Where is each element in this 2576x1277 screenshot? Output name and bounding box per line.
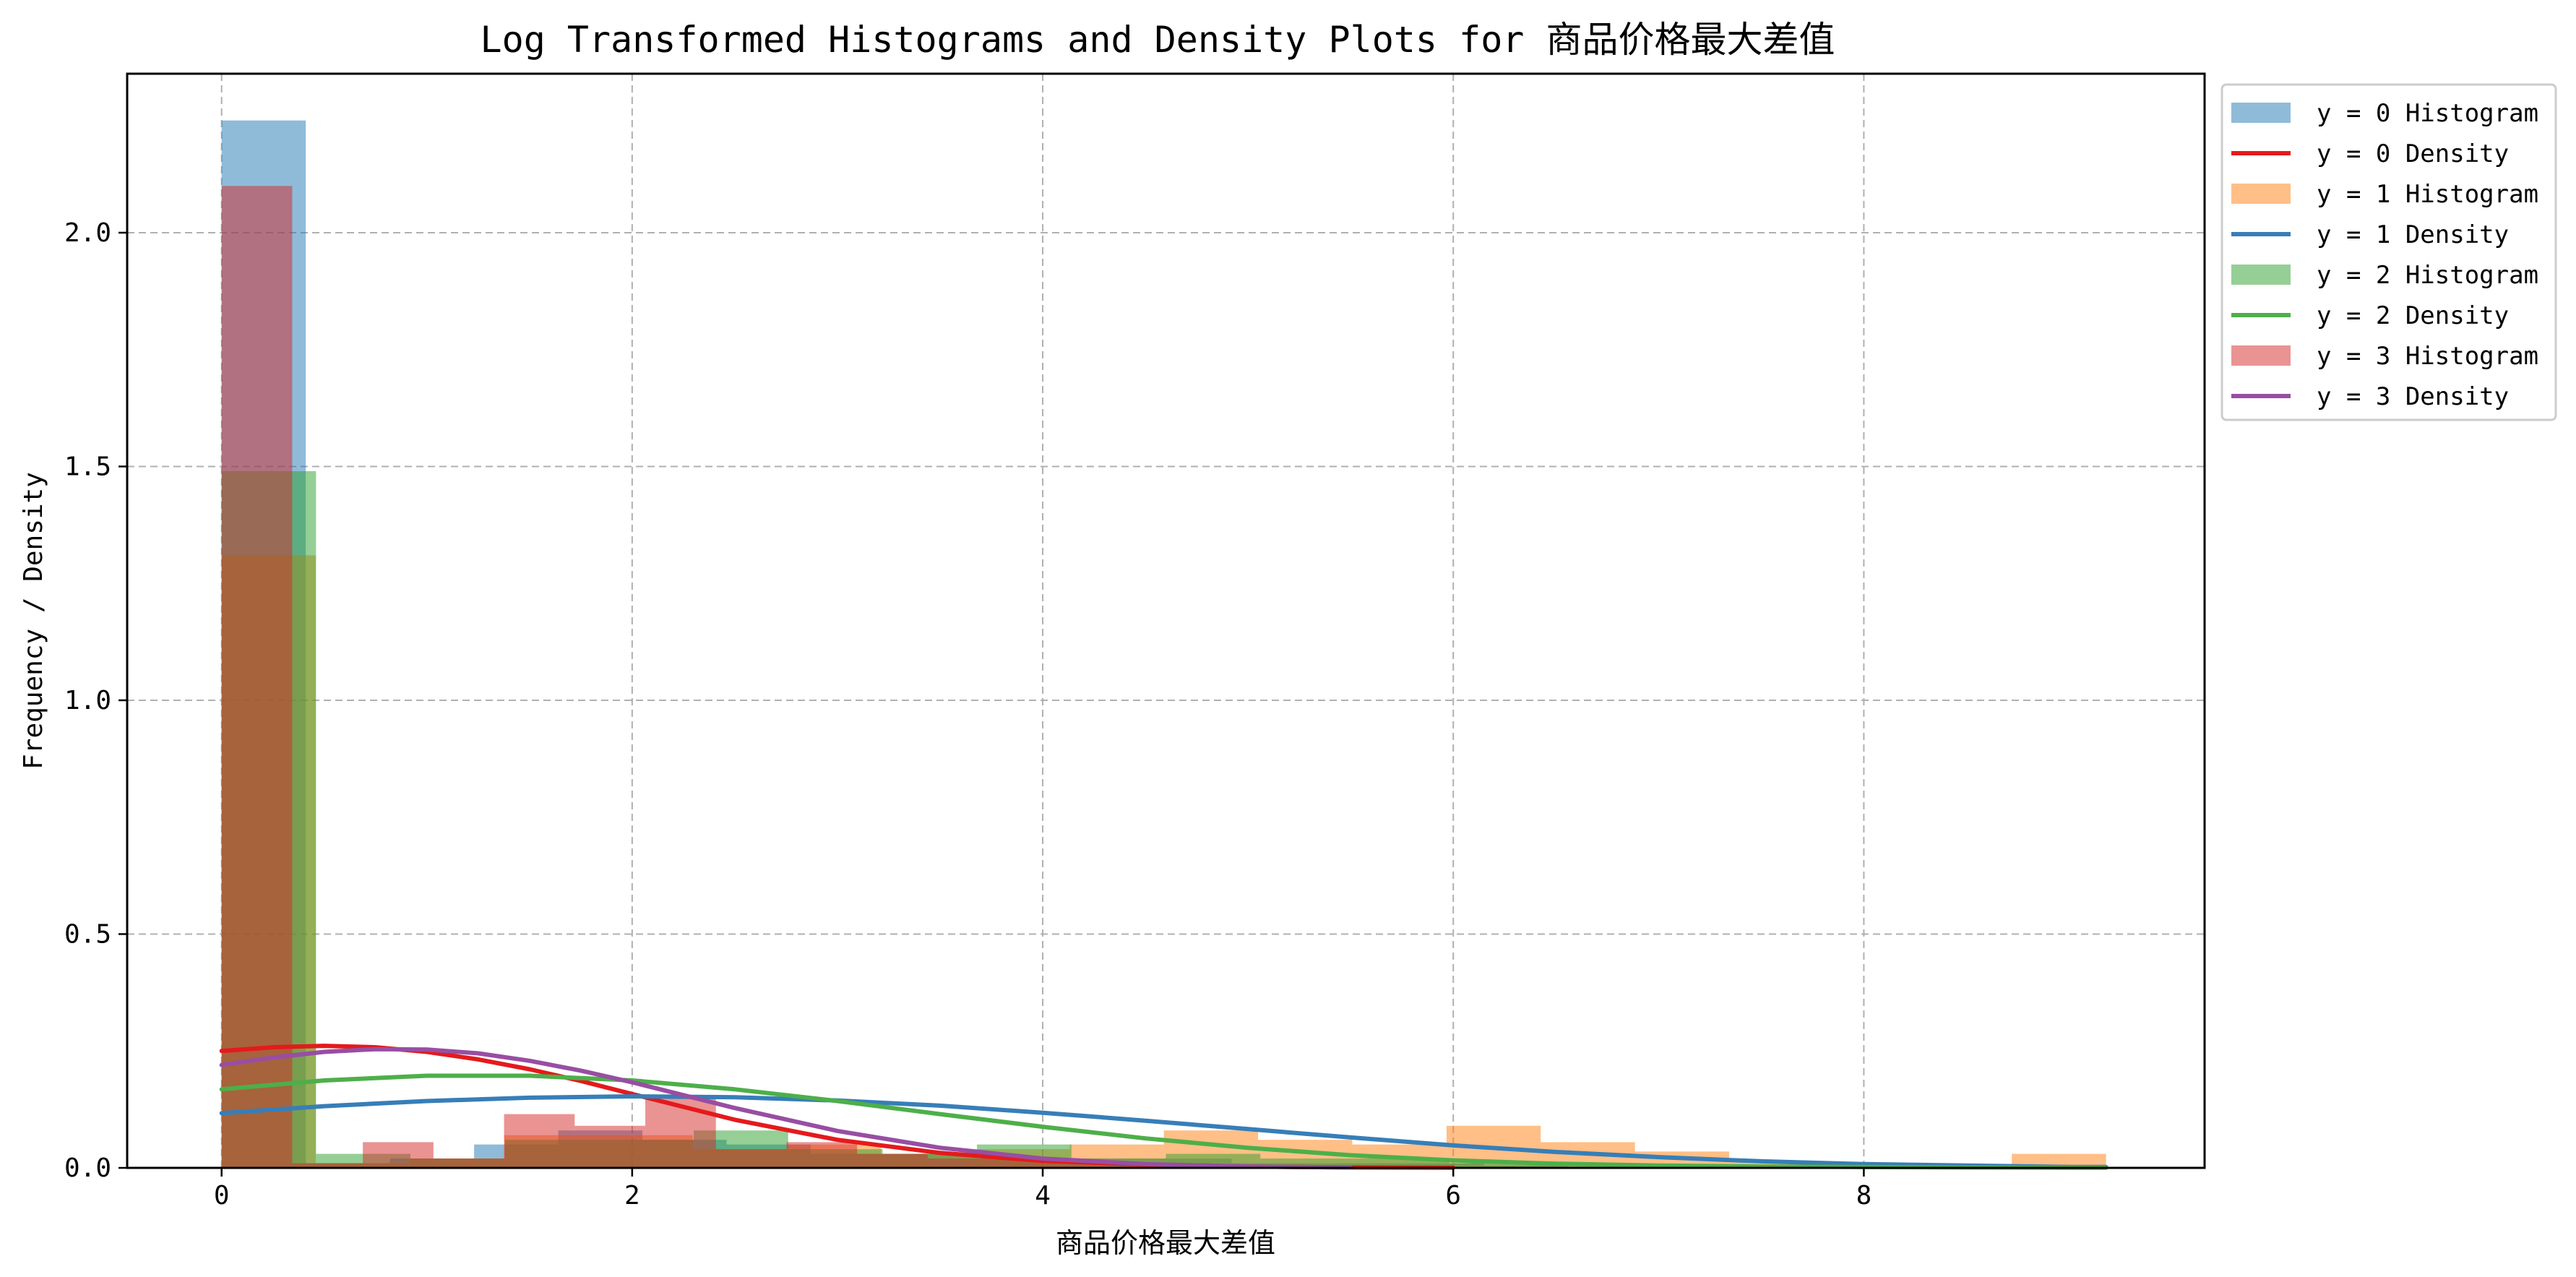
legend-label-3: y = 1 Density xyxy=(2317,220,2509,249)
histogram-bar-3-9 xyxy=(857,1153,928,1168)
histogram-bar-3-1 xyxy=(292,1163,363,1168)
histogram-bar-3-8 xyxy=(786,1142,858,1168)
y-tick-label-4: 2.0 xyxy=(64,218,111,248)
legend-label-0: y = 0 Histogram xyxy=(2317,99,2538,128)
legend-label-2: y = 1 Histogram xyxy=(2317,180,2538,209)
histogram-bar-3-3 xyxy=(433,1158,504,1168)
legend-swatch-4 xyxy=(2231,265,2291,285)
x-tick-label-3: 6 xyxy=(1445,1181,1461,1211)
histograms xyxy=(221,120,2106,1169)
histogram-bar-3-7 xyxy=(715,1149,787,1168)
histogram-bar-3-2 xyxy=(363,1142,434,1168)
histogram-bar-3-10 xyxy=(927,1158,999,1168)
legend-label-4: y = 2 Histogram xyxy=(2317,261,2538,290)
histogram-bar-2-13 xyxy=(1449,1163,1544,1168)
y-tick-label-1: 0.5 xyxy=(64,919,111,949)
plot-background xyxy=(127,74,2205,1168)
y-tick-label-0: 0.0 xyxy=(64,1153,111,1183)
x-tick-label-1: 2 xyxy=(624,1181,640,1211)
legend-label-5: y = 2 Density xyxy=(2317,301,2509,330)
x-axis-label: 商品价格最大差值 xyxy=(1056,1227,1275,1259)
legend: y = 0 Histogram y = 0 Density y = 1 Histog… xyxy=(2220,83,2557,421)
legend-swatch-6 xyxy=(2231,345,2291,366)
density-curve-3 xyxy=(219,1046,1353,1170)
histogram-bar-3-6 xyxy=(645,1097,716,1168)
x-tick-label-2: 4 xyxy=(1035,1181,1051,1211)
histogram-bar-3-5 xyxy=(574,1125,646,1168)
y-tick-label-3: 1.5 xyxy=(64,452,111,481)
density-curve-1 xyxy=(219,1094,2108,1169)
plot-frame xyxy=(126,72,2206,1169)
histogram-bar-3-12 xyxy=(1069,1163,1140,1168)
histogram-bar-3-0 xyxy=(221,186,293,1169)
x-axis: 0 2 4 6 8 xyxy=(214,1168,1871,1211)
chart-title: Log Transformed Histograms and Density P… xyxy=(480,19,1835,61)
legend-label-1: y = 0 Density xyxy=(2317,139,2509,168)
legend-label-7: y = 3 Density xyxy=(2317,382,2509,411)
histogram-bar-3-4 xyxy=(504,1114,575,1168)
histogram-bar-1-16 xyxy=(1729,1161,1824,1168)
x-tick-label-4: 8 xyxy=(1856,1181,1872,1211)
y-tick-label-2: 1.0 xyxy=(64,686,111,715)
legend-box xyxy=(2220,83,2557,421)
legend-label-6: y = 3 Histogram xyxy=(2317,342,2538,371)
legend-swatch-0 xyxy=(2231,103,2291,123)
histogram-group-3 xyxy=(221,186,1281,1169)
legend-swatch-2 xyxy=(2231,184,2291,204)
x-tick-label-0: 0 xyxy=(214,1181,230,1211)
y-axis: 0.0 0.5 1.0 1.5 2.0 xyxy=(64,218,127,1183)
plot-area xyxy=(126,72,2206,1170)
y-axis-label: Frequency / Density xyxy=(19,472,48,770)
